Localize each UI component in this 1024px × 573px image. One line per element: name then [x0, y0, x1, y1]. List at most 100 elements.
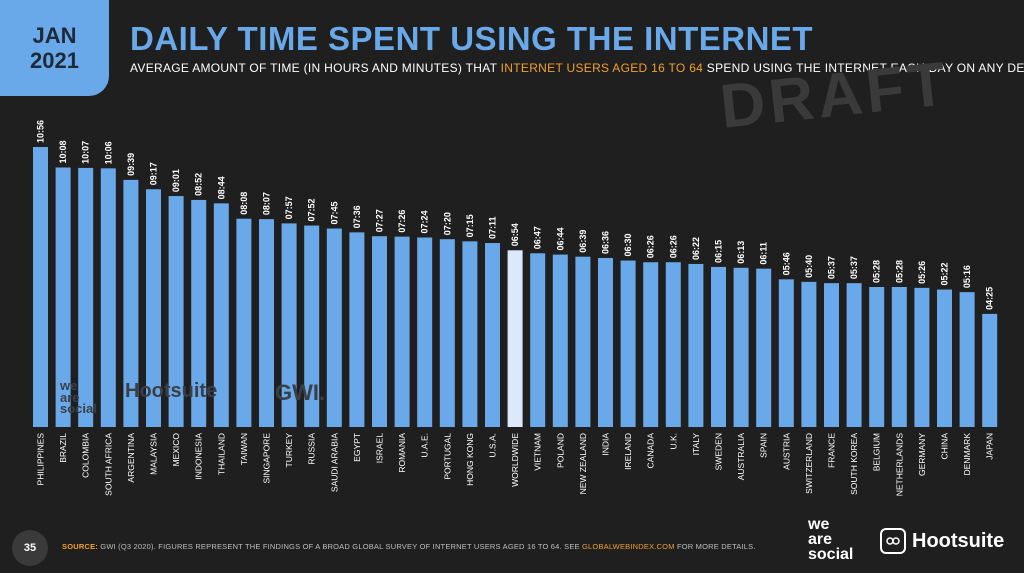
bar-value-label: 07:57 [284, 196, 294, 219]
bar-romania [394, 236, 410, 427]
bar-ireland [620, 260, 636, 427]
bar-value-label: 08:07 [262, 192, 272, 215]
bar-thailand [213, 203, 229, 427]
category-label: VIETNAM [533, 433, 543, 471]
was-logo-line1: we [808, 516, 830, 533]
page-subtitle: AVERAGE AMOUNT OF TIME (IN HOURS AND MIN… [130, 61, 1024, 75]
source-text: GWI (Q3 2020). FIGURES REPRESENT THE FIN… [98, 542, 583, 551]
bar-malaysia [146, 189, 161, 427]
bar-value-label: 05:37 [827, 256, 837, 279]
bar-u-s-a [485, 243, 500, 427]
bar-netherlands [891, 287, 907, 427]
was-logo-line3: social [808, 546, 854, 564]
bar-value-label: 06:26 [646, 235, 656, 258]
bar-value-label: 07:27 [375, 209, 385, 232]
subtitle-before: AVERAGE AMOUNT OF TIME (IN HOURS AND MIN… [130, 61, 501, 75]
bar-value-label: 07:36 [352, 205, 362, 228]
bar-brazil [55, 167, 71, 428]
bar-value-label: 06:26 [668, 235, 678, 258]
bar-poland [552, 254, 568, 427]
category-label: POLAND [555, 433, 565, 468]
bar-value-label: 09:39 [126, 153, 136, 176]
bar-value-label: 07:11 [488, 217, 498, 240]
source-link[interactable]: GLOBALWEBINDEX.COM [582, 542, 675, 551]
bar-value-label: 06:15 [714, 240, 724, 263]
category-label: SINGAPORE [262, 433, 272, 484]
category-label: COLOMBIA [81, 433, 91, 478]
bar-value-label: 06:54 [510, 223, 520, 246]
bar-u-a-e [417, 237, 433, 427]
bar-value-label: 07:45 [329, 201, 339, 224]
bar-japan [982, 313, 998, 427]
category-label: DENMARK [962, 433, 972, 476]
source-after: FOR MORE DETAILS. [674, 542, 756, 551]
category-label: GERMANY [917, 433, 927, 476]
was-logo-line2: are [808, 531, 833, 549]
bar-indonesia [191, 199, 207, 427]
category-label: CHINA [940, 433, 950, 460]
bar-value-label: 06:47 [533, 226, 543, 249]
bar-value-label: 08:08 [239, 192, 249, 215]
bar-value-label: 06:44 [555, 228, 565, 251]
bar-south-africa [100, 168, 116, 427]
subtitle-highlight: INTERNET USERS AGED 16 TO 64 [500, 61, 704, 75]
category-label: SPAIN [759, 433, 769, 458]
bar-israel [372, 236, 387, 427]
category-label: ROMANIA [397, 433, 407, 473]
bar-value-label: 08:44 [216, 176, 226, 199]
category-label: SWEDEN [714, 433, 724, 470]
category-label: U.S.A. [488, 433, 498, 458]
category-label: CANADA [646, 433, 656, 469]
category-label: IRELAND [623, 433, 633, 470]
category-label: ISRAEL [375, 433, 385, 464]
bar-france [824, 283, 839, 427]
category-label: SAUDI ARABIA [329, 433, 339, 492]
bar-value-label: 10:08 [58, 140, 68, 163]
category-label: SOUTH KOREA [849, 433, 859, 495]
category-label: SWITZERLAND [804, 433, 814, 494]
category-label: TURKEY [284, 433, 294, 468]
bar-value-label: 08:52 [194, 173, 204, 196]
bar-value-label: 06:22 [691, 237, 701, 260]
bar-germany [914, 287, 930, 427]
category-label: BELGIUM [872, 433, 882, 471]
bar-portugal [439, 239, 455, 427]
bar-value-label: 06:30 [623, 234, 633, 257]
category-label: BRAZIL [58, 433, 68, 463]
category-label: WORLDWIDE [510, 433, 520, 487]
bar-spain [756, 268, 772, 427]
bar-egypt [349, 232, 365, 427]
bar-value-label: 07:52 [307, 199, 317, 222]
bar-canada [643, 262, 659, 427]
category-label: PORTUGAL [442, 433, 452, 480]
category-label: RUSSIA [307, 433, 317, 465]
category-label: NETHERLANDS [894, 433, 904, 497]
bar-philippines [33, 147, 48, 427]
page-title: DAILY TIME SPENT USING THE INTERNET [130, 20, 814, 57]
bar-value-label: 07:15 [465, 214, 475, 237]
category-label: EGYPT [352, 433, 362, 462]
bar-new-zealand [575, 256, 591, 427]
bar-value-label: 04:25 [985, 287, 995, 310]
bar-value-label: 05:37 [849, 256, 859, 279]
category-label: THAILAND [216, 433, 226, 475]
bar-value-label: 06:13 [736, 241, 746, 264]
bar-value-label: 10:07 [81, 141, 91, 164]
bar-denmark [959, 292, 975, 427]
badge-year: 2021 [30, 48, 79, 73]
bar-south-korea [846, 283, 862, 427]
source-label: SOURCE: [62, 542, 98, 551]
bar-colombia [78, 167, 94, 428]
bar-mexico [168, 196, 184, 427]
bar-singapore [259, 219, 274, 427]
bar-saudi-arabia [326, 228, 342, 427]
bar-belgium [869, 287, 885, 427]
bar-italy [688, 263, 704, 427]
date-badge: JAN 2021 [0, 0, 109, 96]
bar-china [937, 289, 952, 427]
bar-value-label: 06:11 [759, 242, 769, 265]
category-label: SOUTH AFRICA [103, 433, 113, 496]
category-label: U.A.E. [420, 433, 430, 458]
bar-value-label: 06:39 [578, 230, 588, 253]
we-are-social-logo: we are social [808, 516, 854, 564]
